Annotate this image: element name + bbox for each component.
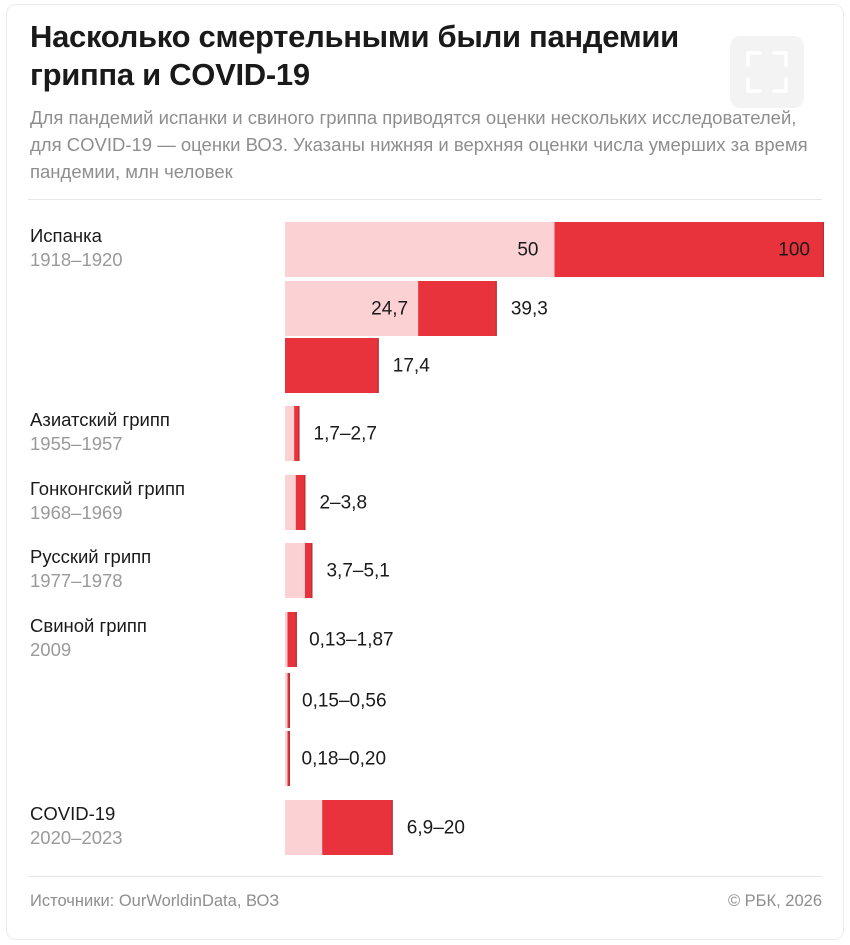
bar-lower-estimate	[285, 543, 305, 598]
chart-card	[6, 4, 844, 940]
bar-lower-estimate	[285, 673, 288, 728]
pandemic-years: 2009	[30, 639, 72, 660]
value-label: 0,18–0,20	[302, 749, 387, 770]
bar-lower-estimate	[285, 731, 288, 786]
value-label: 1,7–2,7	[314, 424, 377, 445]
value-label: 0,13–1,87	[309, 630, 394, 651]
row-label: Гонконгский грипп 1968–1969	[30, 477, 185, 525]
pandemic-years: 1955–1957	[30, 433, 123, 454]
value-label: 0,15–0,56	[302, 691, 387, 712]
bar-end-edge	[311, 543, 313, 598]
bar-end-edge	[288, 731, 290, 786]
pandemic-name: Свиной грипп	[30, 615, 147, 636]
pandemic-years: 1977–1978	[30, 570, 123, 591]
bar-upper-estimate	[285, 338, 379, 393]
bar-upper-estimate	[322, 800, 393, 855]
bar-lower-estimate	[285, 612, 288, 667]
bar-end-edge	[304, 475, 306, 530]
bar-end-edge	[298, 406, 300, 461]
top-divider	[28, 199, 822, 200]
value-label: 6,9–20	[407, 818, 465, 839]
pandemic-years: 1918–1920	[30, 249, 123, 270]
bar-upper-estimate	[287, 731, 290, 786]
pandemic-years: 1968–1969	[30, 502, 123, 523]
bar-upper-estimate	[287, 673, 290, 728]
bar-lower-estimate	[285, 800, 323, 855]
value-label: 2–3,8	[319, 493, 367, 514]
bar-lower-estimate	[285, 281, 419, 336]
row-label: Азиатский грипп 1955–1957	[30, 408, 170, 456]
value-label-lower: 24,7	[371, 299, 408, 320]
value-label: 3,7–5,1	[326, 561, 389, 582]
bar-end-edge	[295, 612, 297, 667]
bar-upper-estimate	[287, 612, 297, 667]
bar-lower-estimate	[285, 222, 555, 277]
pandemic-name: COVID-19	[30, 803, 116, 824]
chart-subtitle: Для пандемий испанки и свиного гриппа пр…	[30, 107, 808, 182]
pandemic-name: Русский грипп	[30, 546, 152, 567]
bar-end-edge	[288, 673, 290, 728]
copyright: © РБК, 2026	[727, 892, 822, 910]
value-label: 17,4	[393, 356, 430, 377]
page-title: Насколько смертельными были пандемии гри…	[30, 19, 679, 92]
bar-end-edge	[822, 222, 824, 277]
pandemic-name: Азиатский грипп	[30, 409, 170, 430]
row-label: COVID-19 2020–2023	[30, 802, 123, 850]
row-label: Испанка 1918–1920	[30, 224, 123, 272]
value-label-lower: 50	[517, 240, 538, 261]
bar-end-edge	[377, 338, 379, 393]
bar-lower-estimate	[285, 406, 295, 461]
bar-end-edge	[495, 281, 497, 336]
bar-upper-estimate	[295, 475, 306, 530]
bar-upper-estimate	[554, 222, 824, 277]
bar-lower-estimate	[285, 475, 296, 530]
bar-upper-estimate	[294, 406, 300, 461]
expand-icon	[746, 51, 788, 93]
value-label-upper: 100	[778, 240, 810, 261]
row-label: Свиной грипп 2009	[30, 614, 147, 662]
pandemic-name: Гонконгский грипп	[30, 478, 185, 499]
value-label-upper: 39,3	[511, 299, 548, 320]
bar-upper-estimate	[418, 281, 497, 336]
bar-upper-estimate	[304, 543, 313, 598]
bar-end-edge	[391, 800, 393, 855]
expand-button[interactable]	[730, 36, 804, 108]
row-label: Русский грипп 1977–1978	[30, 545, 151, 593]
pandemic-years: 2020–2023	[30, 827, 123, 848]
pandemic-name: Испанка	[30, 225, 102, 246]
bottom-divider	[28, 876, 822, 877]
source-note: Источники: OurWorldinData, ВОЗ	[30, 892, 280, 910]
